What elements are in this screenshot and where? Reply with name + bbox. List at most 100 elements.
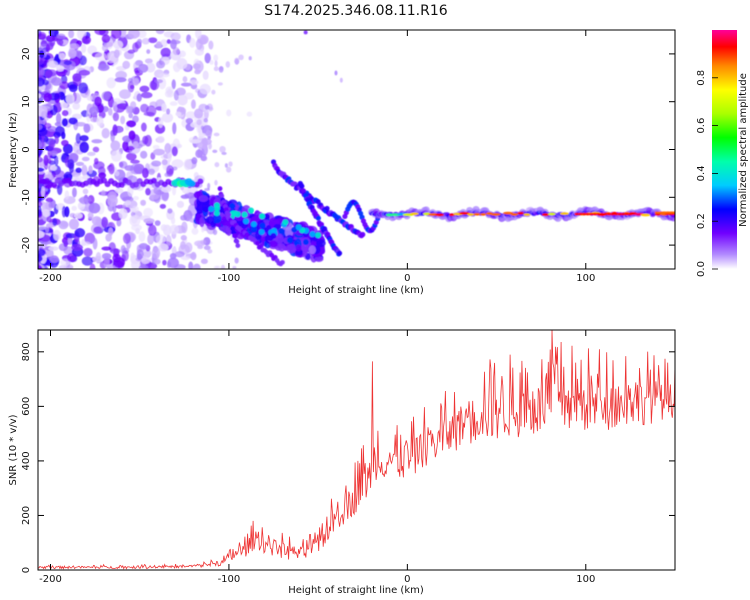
- spectrogram-cell: [143, 207, 153, 218]
- spectrogram-cell: [308, 245, 317, 255]
- spectrogram-cell: [127, 30, 140, 39]
- spectrogram-cell: [43, 122, 52, 130]
- spectrogram-cell: [200, 125, 205, 131]
- spectrogram-cell: [205, 129, 212, 138]
- spectrogram-cell: [574, 212, 580, 216]
- spectrogram-cell: [132, 77, 140, 86]
- spectrogram-cell: [170, 216, 176, 225]
- spectrogram-cell: [43, 154, 49, 166]
- spectrogram-cell: [118, 181, 125, 188]
- spectrogram-cell: [153, 148, 165, 156]
- spectrogram-cell: [214, 205, 221, 212]
- spectrogram-cell: [208, 206, 215, 213]
- spectrogram-cell: [42, 209, 51, 218]
- spectrogram-cell: [98, 172, 107, 179]
- spectrogram-cell: [88, 202, 101, 214]
- spectrogram-cell: [101, 44, 109, 52]
- spectrogram-cell: [86, 95, 93, 101]
- spectrogram-cell: [140, 91, 153, 99]
- spectrogram-cell: [151, 247, 161, 259]
- spectrogram-cell: [101, 127, 110, 139]
- spectrogram-cell: [94, 157, 99, 165]
- spectrogram-cell: [107, 194, 118, 207]
- spectrogram-cell: [95, 252, 102, 262]
- colorbar-label: Normalized spectral amplitude: [738, 73, 749, 227]
- spectrogram-cell: [79, 196, 91, 205]
- spectrogram-cell: [54, 125, 65, 137]
- spectrogram-cell: [81, 35, 91, 45]
- spectrogram-cell: [38, 33, 46, 40]
- spectrogram-cell: [263, 213, 270, 220]
- spectrogram-cell: [167, 208, 173, 214]
- spectrogram-cell: [154, 123, 166, 134]
- spectrogram-y-axis-label: Frequency (Hz): [8, 112, 19, 188]
- spectrogram-cell: [141, 256, 151, 265]
- spectrogram-cell: [56, 33, 66, 39]
- spectrogram-cell: [45, 43, 50, 53]
- spectrogram-cell: [170, 39, 177, 50]
- spectrogram-y-ticks: 20 10 0 -10 -20: [21, 48, 675, 253]
- spectrogram-cell: [200, 239, 207, 245]
- spectrogram-cell: [38, 156, 43, 163]
- spectrogram-cell: [64, 190, 70, 200]
- spectrogram-cell: [101, 216, 109, 228]
- spectrogram-cell: [69, 212, 76, 218]
- spectrogram-cell: [41, 110, 48, 119]
- spectrogram-cell: [46, 215, 52, 223]
- colorbar: 0.0 0.2 0.4 0.6 0.8 Normalized spectral ampl…: [696, 30, 749, 277]
- spectrogram-cell: [143, 218, 155, 224]
- spectrogram-cell: [91, 216, 102, 226]
- spectrogram-cell: [53, 229, 61, 241]
- spectrogram-cell: [147, 233, 155, 245]
- spectrogram-cell: [232, 233, 238, 239]
- spectrogram-cell: [314, 256, 324, 262]
- spectrogram-cell: [61, 110, 69, 117]
- snr-y-axis-label: SNR (10 * v/v): [8, 414, 19, 485]
- spectrogram-cell: [155, 234, 166, 245]
- spectrogram-cell: [75, 132, 81, 145]
- spectrogram-x-axis-label: Height of straight line (km): [288, 285, 424, 296]
- spectrogram-cell: [120, 244, 126, 254]
- spectrogram-cell: [164, 143, 172, 154]
- spectrogram-cell: [128, 112, 133, 119]
- spectrogram-cell: [627, 212, 633, 216]
- spectrogram-cell: [138, 231, 146, 243]
- spectrogram-cell: [205, 215, 215, 224]
- spectrogram-cell: [92, 146, 100, 153]
- spectrogram-cell: [113, 257, 125, 268]
- spectrogram-cell: [40, 68, 45, 76]
- spectrogram-cell: [60, 100, 68, 109]
- spectrogram-cell: [336, 250, 343, 256]
- spectrogram-cell: [113, 40, 124, 49]
- spectrogram-cell: [219, 193, 225, 199]
- colorbar-ticks: 0.0 0.2 0.4 0.6 0.8: [696, 70, 718, 277]
- spectrogram-cell: [458, 211, 470, 215]
- spectrogram-cell: [581, 212, 587, 216]
- spectrogram-cell: [187, 203, 197, 216]
- spectrogram-cell: [246, 111, 253, 117]
- spectrogram-cell: [74, 212, 83, 219]
- spectrogram-cell: [130, 159, 140, 164]
- spectrogram-cell: [161, 185, 172, 193]
- snr-x-axis-label: Height of straight line (km): [288, 585, 424, 596]
- spectrogram-cell: [140, 150, 148, 159]
- snr-xtick-label: -200: [39, 574, 62, 585]
- spectrogram-cell: [38, 77, 45, 87]
- spectrogram-cell: [169, 252, 177, 260]
- spectrogram-cell: [204, 105, 210, 110]
- spectrogram-cell: [111, 30, 122, 39]
- spectrogram-cell: [192, 63, 201, 70]
- colorbar-tick-label: 0.6: [696, 118, 707, 134]
- spectrogram-cell: [38, 196, 42, 203]
- spectrogram-cell: [154, 220, 161, 226]
- spectrogram-cell: [129, 163, 142, 175]
- spectrogram-cell: [47, 60, 59, 68]
- spectrogram-cell: [73, 143, 80, 154]
- spectrogram-cell: [158, 116, 164, 129]
- spectrogram-cell: [62, 143, 73, 154]
- spectrogram-cell: [63, 246, 74, 255]
- snr-x-ticks: -200 -100 0 100: [39, 330, 595, 585]
- spectrogram-cell: [108, 227, 114, 237]
- spectrogram-cell: [148, 37, 158, 44]
- spectrogram-cell: [221, 216, 228, 227]
